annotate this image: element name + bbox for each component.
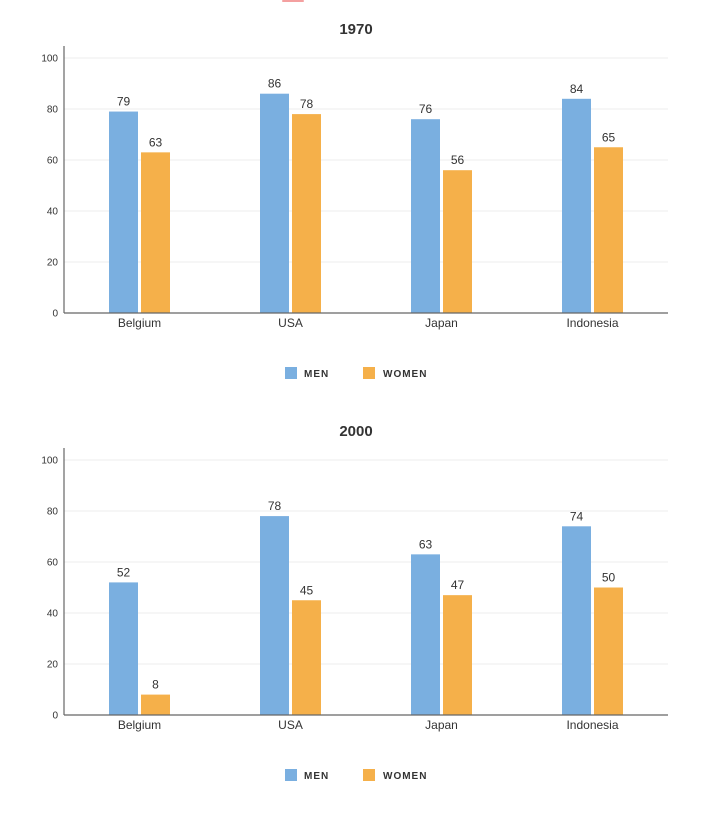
data-label: 78 bbox=[268, 499, 282, 513]
legend-label-women: WOMEN bbox=[383, 369, 427, 380]
legend-label-men: MEN bbox=[304, 771, 329, 782]
category-label: USA bbox=[278, 316, 303, 330]
bars bbox=[109, 93, 623, 313]
y-tick-label: 60 bbox=[47, 558, 59, 569]
y-tick-label: 80 bbox=[47, 507, 59, 518]
bar-men bbox=[260, 516, 289, 715]
data-label: 47 bbox=[451, 578, 465, 592]
top-accent-mark bbox=[282, 0, 304, 2]
bar-men bbox=[562, 98, 591, 313]
category-label: Japan bbox=[425, 718, 458, 732]
legend: MEN WOMEN bbox=[285, 769, 427, 782]
y-tick-label: 20 bbox=[47, 258, 59, 269]
bar-men bbox=[109, 582, 138, 715]
bar-women bbox=[141, 152, 170, 313]
bar-men bbox=[109, 111, 138, 313]
data-label: 63 bbox=[419, 537, 433, 551]
data-labels: 52 8 78 45 63 47 74 50 bbox=[117, 499, 616, 691]
bar-women bbox=[292, 600, 321, 715]
data-label: 78 bbox=[300, 97, 314, 111]
category-label: USA bbox=[278, 718, 303, 732]
y-tick-label: 20 bbox=[47, 660, 59, 671]
y-tick-label: 0 bbox=[52, 309, 58, 320]
y-tick-label: 40 bbox=[47, 207, 59, 218]
data-label: 52 bbox=[117, 565, 131, 579]
bar-women bbox=[594, 147, 623, 313]
category-label: Japan bbox=[425, 316, 458, 330]
bar-men bbox=[411, 119, 440, 313]
legend-swatch-women bbox=[363, 769, 375, 781]
data-label: 79 bbox=[117, 95, 131, 109]
bar-women bbox=[141, 694, 170, 715]
chart-1970: 1970 0 20 40 60 80 100 79 63 86 78 76 56 84 65 Belgi… bbox=[41, 21, 668, 380]
data-label: 8 bbox=[152, 678, 159, 692]
data-labels: 79 63 86 78 76 56 84 65 bbox=[117, 77, 616, 168]
data-label: 45 bbox=[300, 583, 314, 597]
y-tick-label: 100 bbox=[41, 54, 58, 65]
chart-title: 2000 bbox=[339, 423, 372, 440]
category-label: Belgium bbox=[118, 718, 161, 732]
y-tick-labels: 0 20 40 60 80 100 bbox=[41, 456, 58, 722]
bars bbox=[109, 516, 623, 715]
category-label: Belgium bbox=[118, 316, 161, 330]
data-label: 74 bbox=[570, 509, 584, 523]
bar-women bbox=[292, 114, 321, 313]
category-label: Indonesia bbox=[566, 316, 618, 330]
category-labels: Belgium USA Japan Indonesia bbox=[118, 718, 619, 732]
bar-women bbox=[443, 595, 472, 715]
data-label: 63 bbox=[149, 135, 163, 149]
legend: MEN WOMEN bbox=[285, 367, 427, 380]
y-tick-label: 60 bbox=[47, 156, 59, 167]
legend-label-men: MEN bbox=[304, 369, 329, 380]
data-label: 56 bbox=[451, 153, 465, 167]
legend-swatch-men bbox=[285, 769, 297, 781]
chart-title: 1970 bbox=[339, 21, 372, 38]
legend-label-women: WOMEN bbox=[383, 771, 427, 782]
y-tick-label: 0 bbox=[52, 711, 58, 722]
data-label: 76 bbox=[419, 102, 433, 116]
y-tick-label: 40 bbox=[47, 609, 59, 620]
y-tick-labels: 0 20 40 60 80 100 bbox=[41, 54, 58, 320]
data-label: 50 bbox=[602, 571, 616, 585]
bar-women bbox=[443, 170, 472, 313]
category-label: Indonesia bbox=[566, 718, 618, 732]
bar-women bbox=[594, 587, 623, 715]
y-tick-label: 80 bbox=[47, 105, 59, 116]
data-label: 65 bbox=[602, 130, 616, 144]
category-labels: Belgium USA Japan Indonesia bbox=[118, 316, 619, 330]
legend-swatch-men bbox=[285, 367, 297, 379]
data-label: 86 bbox=[268, 77, 282, 91]
bar-men bbox=[411, 554, 440, 715]
bar-men bbox=[260, 93, 289, 313]
data-label: 84 bbox=[570, 82, 584, 96]
chart-2000: 2000 0 20 40 60 80 100 52 8 78 45 63 47 74 50 Belgiu… bbox=[41, 423, 668, 782]
y-tick-label: 100 bbox=[41, 456, 58, 467]
bar-men bbox=[562, 526, 591, 715]
legend-swatch-women bbox=[363, 367, 375, 379]
